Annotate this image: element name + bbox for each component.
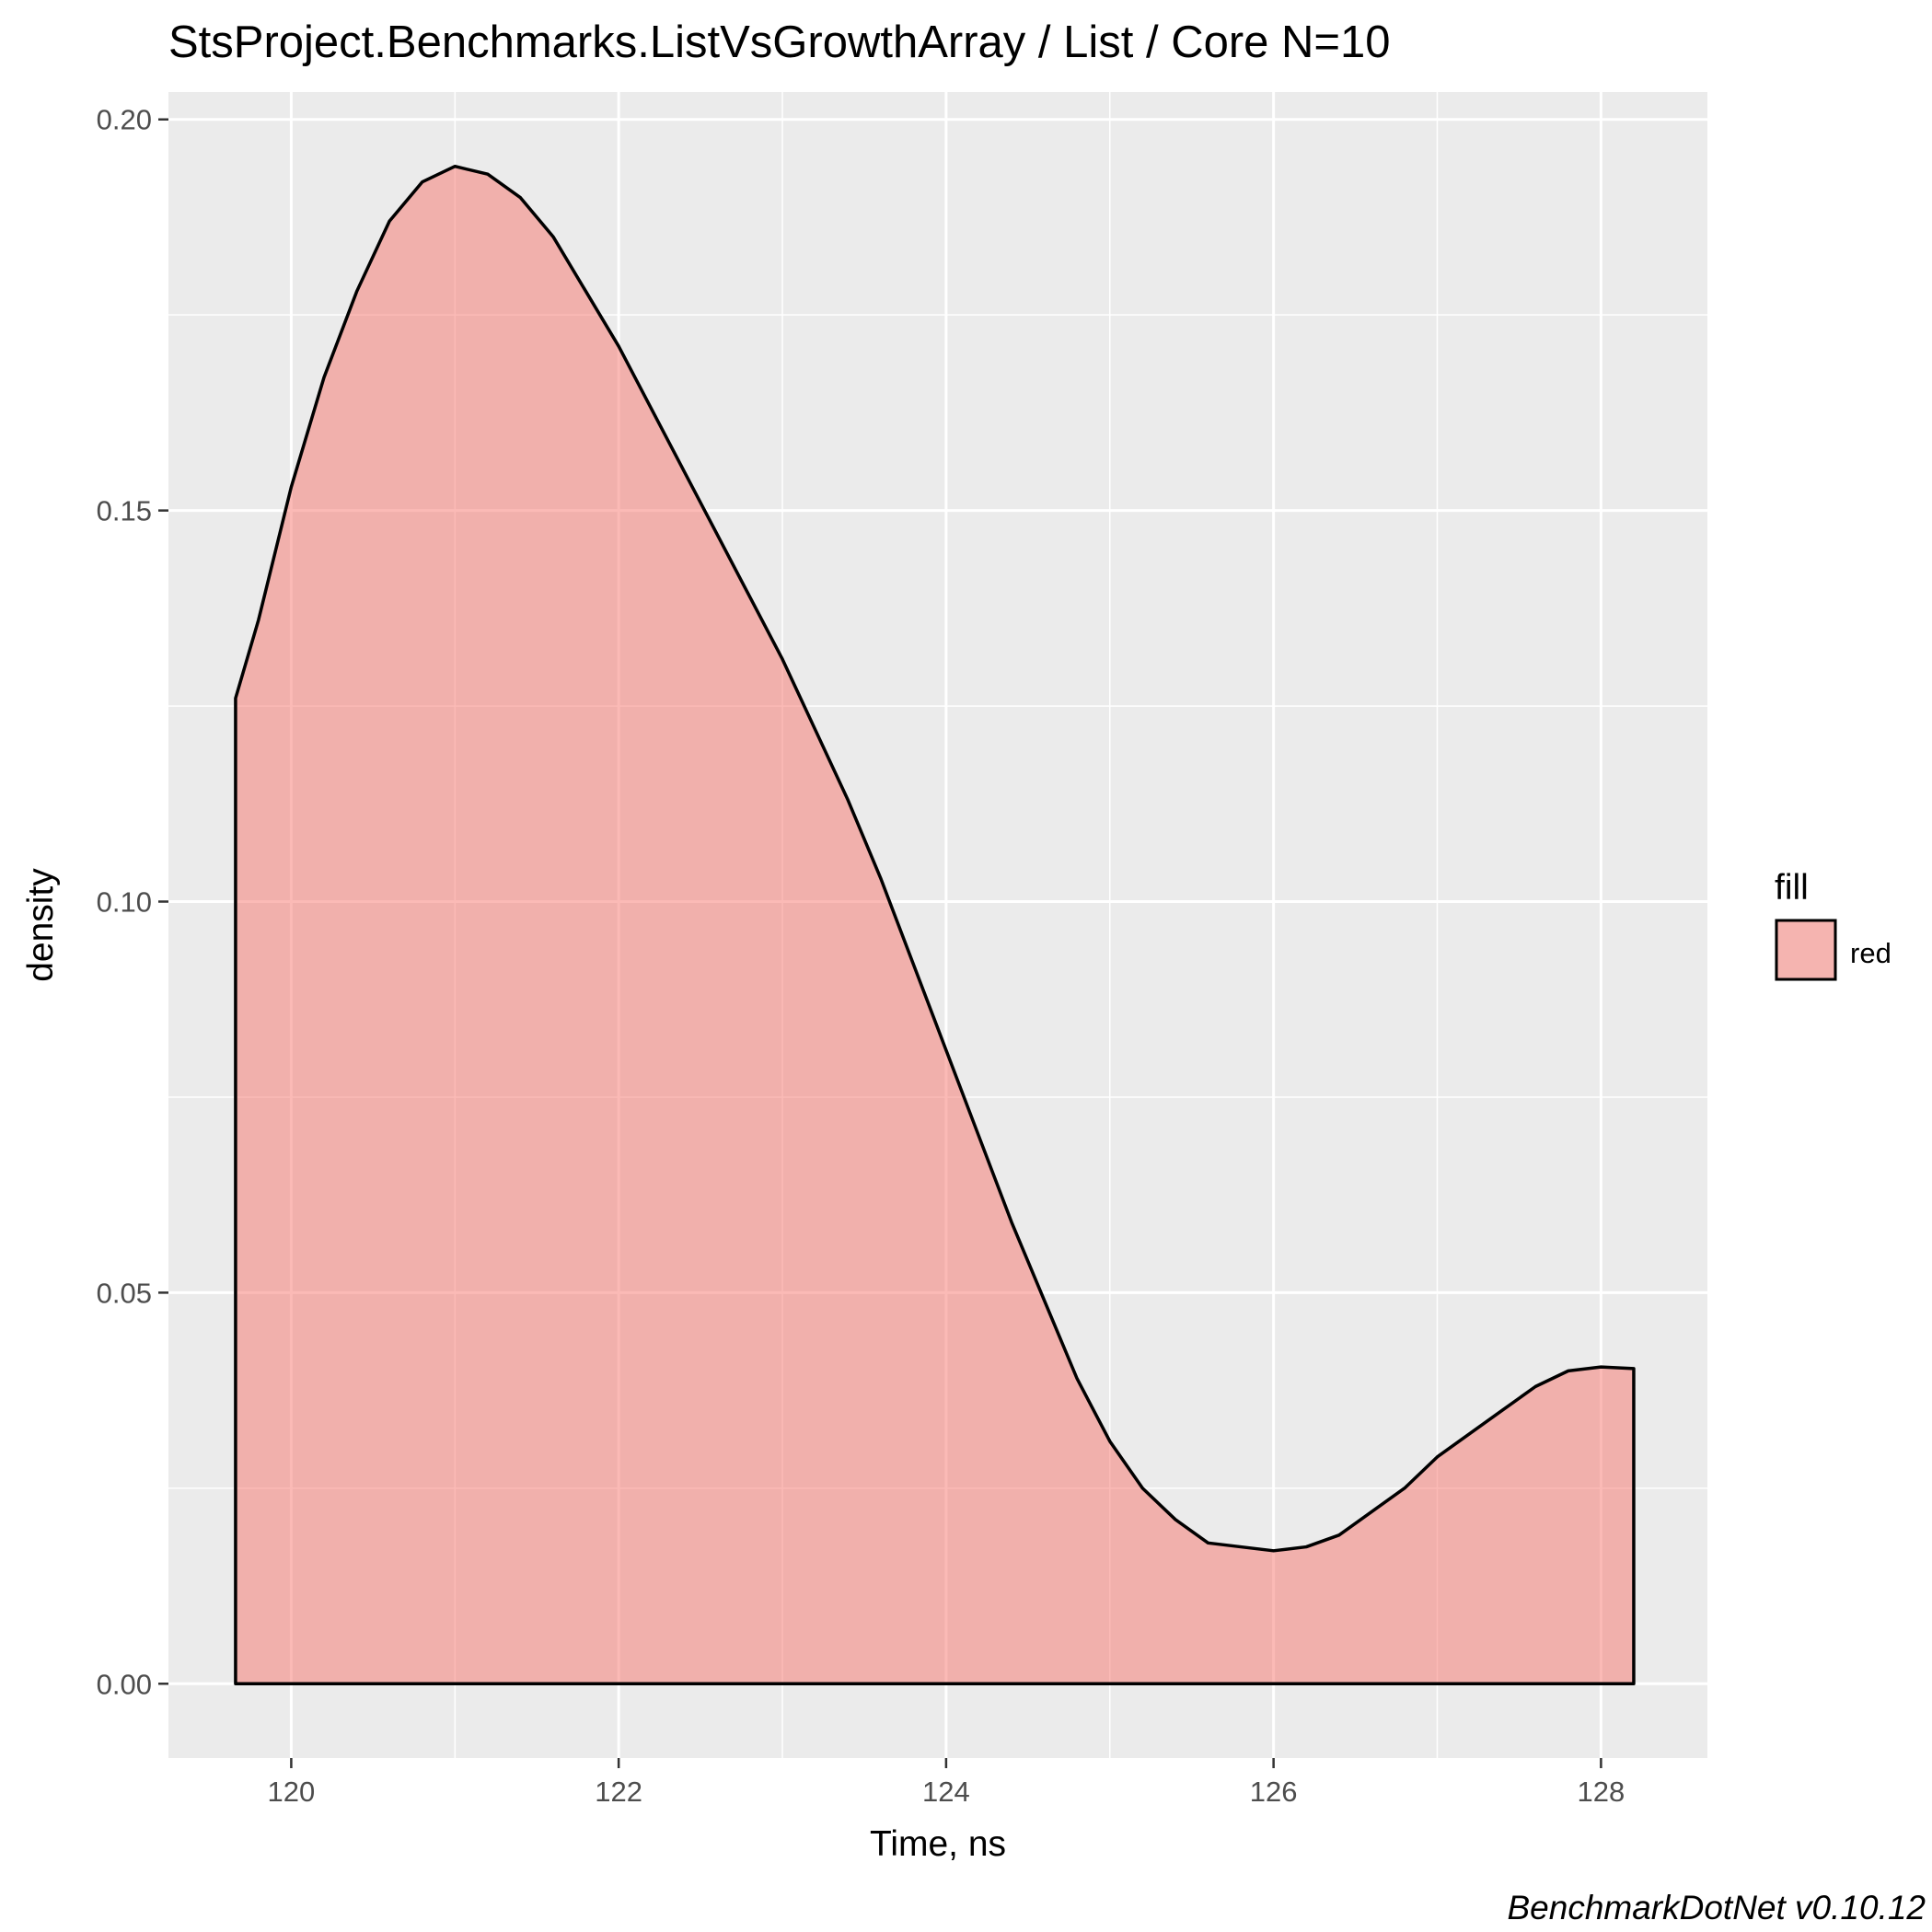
x-tick-label: 122 bbox=[595, 1776, 642, 1808]
chart-title: StsProject.Benchmarks.ListVsGrowthArray … bbox=[168, 17, 1391, 67]
x-axis-title: Time, ns bbox=[870, 1824, 1006, 1864]
x-axis: 120 122 124 126 128 bbox=[268, 1758, 1625, 1808]
y-tick-label: 0.05 bbox=[97, 1277, 152, 1309]
y-tick-label: 0.10 bbox=[97, 886, 152, 919]
x-tick-label: 120 bbox=[268, 1776, 316, 1808]
y-tick-label: 0.15 bbox=[97, 495, 152, 527]
y-tick-label: 0.20 bbox=[97, 104, 152, 136]
y-axis: 0.00 0.05 0.10 0.15 0.20 bbox=[97, 104, 168, 1700]
x-tick-label: 128 bbox=[1578, 1776, 1625, 1808]
caption: BenchmarkDotNet v0.10.12 bbox=[1507, 1889, 1926, 1926]
legend-title: fill bbox=[1775, 868, 1809, 908]
legend-key-swatch bbox=[1775, 919, 1837, 981]
x-tick-label: 126 bbox=[1250, 1776, 1298, 1808]
y-axis-title: density bbox=[21, 868, 61, 982]
legend-label-red: red bbox=[1850, 937, 1892, 969]
x-tick-label: 124 bbox=[922, 1776, 970, 1808]
density-series bbox=[234, 164, 1636, 1686]
legend: fill red bbox=[1775, 868, 1892, 981]
density-area bbox=[234, 164, 1636, 1686]
y-tick-label: 0.00 bbox=[97, 1668, 152, 1700]
